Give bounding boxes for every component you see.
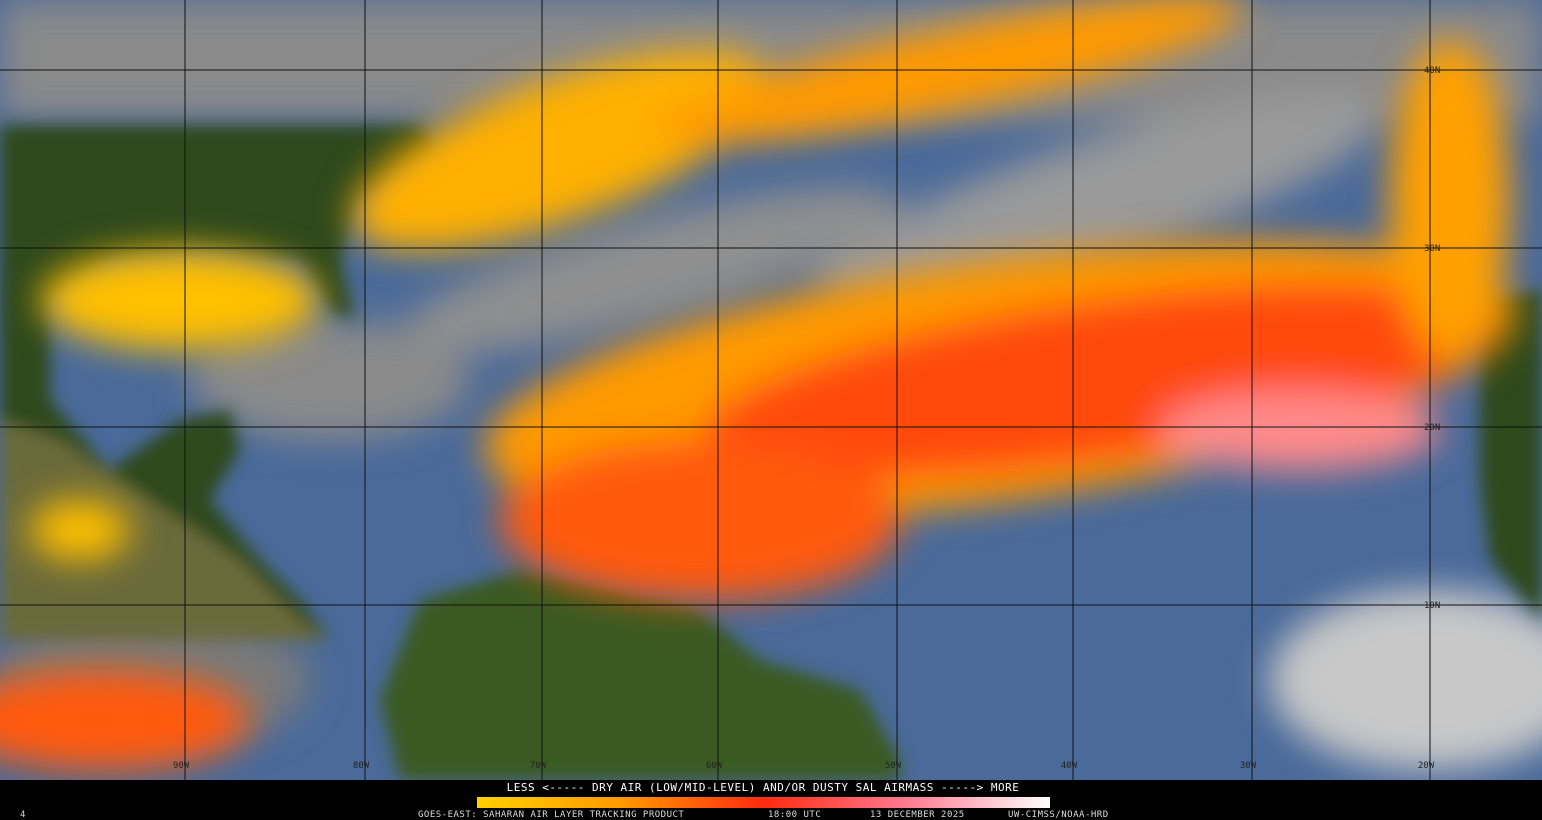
latitude-label: 40N <box>1424 66 1440 76</box>
longitude-label: 30W <box>1240 761 1257 771</box>
date: 13 DECEMBER 2025 <box>870 810 965 820</box>
dust <box>0 0 1516 770</box>
latitude-label: 20N <box>1424 423 1440 433</box>
legend-caption: LESS <----- DRY AIR (LOW/MID-LEVEL) AND/… <box>507 781 1020 794</box>
lat-lon-grid: 40N 30N 20N 10N 90W 80W 70W 60W 50W 40W 30W 20W <box>0 0 1542 780</box>
longitude-label: 60W <box>706 761 723 771</box>
frame-number: 4 <box>20 810 26 820</box>
longitude-label: 80W <box>353 761 370 771</box>
longitude-label: 90W <box>173 761 190 771</box>
latitude-label: 30N <box>1424 244 1440 254</box>
imagery <box>0 0 1542 780</box>
time: 18:00 UTC <box>768 810 821 820</box>
longitude-label: 20W <box>1418 761 1435 771</box>
longitude-label: 70W <box>530 761 547 771</box>
longitude-label: 40W <box>1061 761 1078 771</box>
color-scale <box>477 797 1050 808</box>
latitude-label: 10N <box>1424 601 1440 611</box>
product-name: GOES-EAST: SAHARAN AIR LAYER TRACKING PR… <box>418 810 684 820</box>
longitude-label: 50W <box>885 761 902 771</box>
credit: UW-CIMSS/NOAA-HRD <box>1008 810 1109 820</box>
